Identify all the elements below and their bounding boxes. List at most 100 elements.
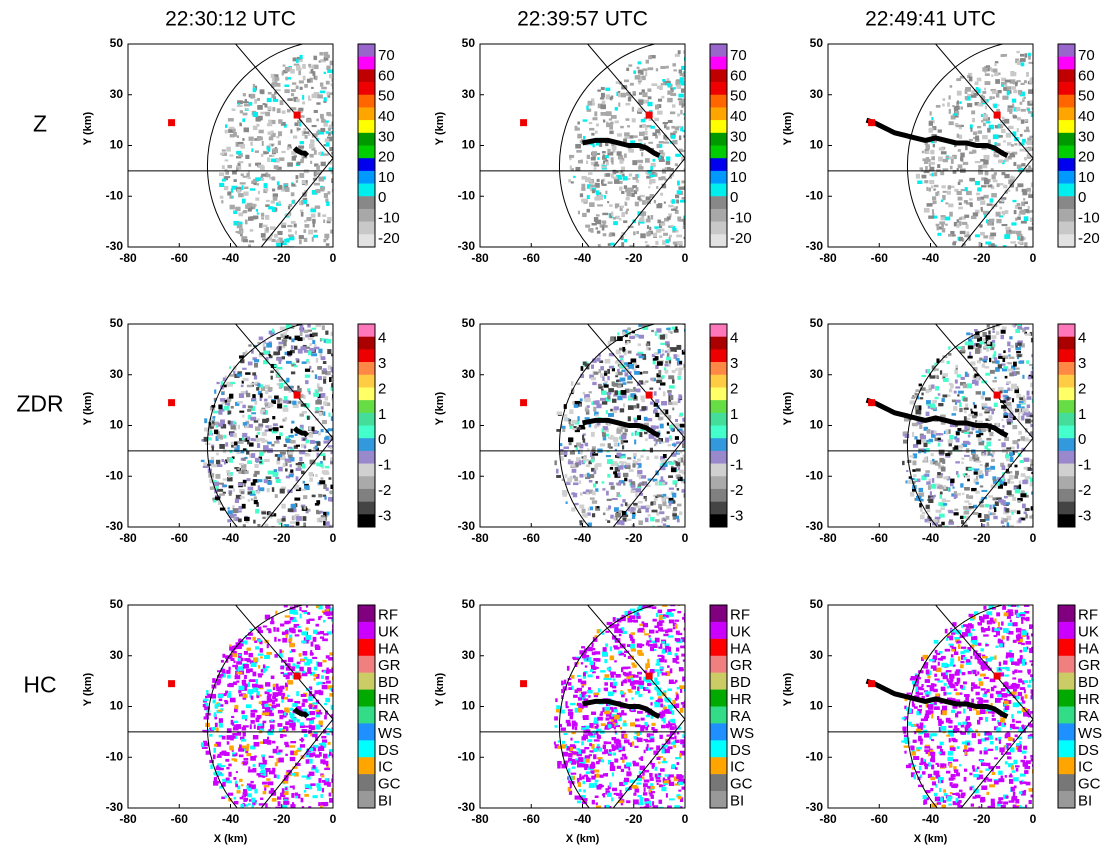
echo bbox=[653, 498, 658, 501]
echo bbox=[299, 324, 304, 329]
echo bbox=[236, 135, 240, 138]
echo bbox=[255, 208, 259, 212]
echo bbox=[304, 374, 311, 378]
echo bbox=[284, 709, 290, 713]
echo bbox=[680, 98, 685, 104]
echo bbox=[625, 102, 631, 106]
echo bbox=[329, 377, 332, 383]
echo bbox=[622, 346, 626, 352]
echo bbox=[984, 177, 988, 182]
echo bbox=[575, 143, 581, 149]
echo bbox=[311, 548, 315, 550]
echo bbox=[248, 424, 253, 428]
x-tick-label: -80 bbox=[119, 531, 137, 545]
echo bbox=[270, 132, 276, 138]
echo bbox=[996, 108, 1000, 114]
echo bbox=[296, 161, 301, 165]
echo bbox=[1007, 404, 1012, 410]
echo bbox=[992, 380, 997, 383]
echo bbox=[617, 332, 620, 336]
echo bbox=[676, 548, 680, 550]
echo bbox=[247, 787, 252, 791]
echo bbox=[925, 157, 930, 160]
echo bbox=[303, 319, 306, 323]
echo bbox=[974, 81, 979, 86]
echo bbox=[939, 494, 942, 499]
echo bbox=[650, 425, 656, 431]
echo bbox=[330, 416, 333, 421]
echo bbox=[312, 332, 318, 337]
echo bbox=[312, 636, 317, 642]
echo bbox=[326, 570, 330, 574]
echo bbox=[280, 333, 285, 339]
echo bbox=[1017, 415, 1021, 421]
echo bbox=[272, 81, 278, 86]
echo bbox=[313, 182, 320, 186]
echo bbox=[664, 543, 669, 545]
echo bbox=[235, 141, 239, 147]
echo bbox=[316, 500, 321, 505]
echo bbox=[222, 484, 228, 487]
colorbar-swatch bbox=[1058, 450, 1075, 464]
colorbar-label: 1 bbox=[730, 406, 738, 423]
echo bbox=[295, 179, 299, 183]
echo bbox=[966, 494, 969, 499]
echo bbox=[272, 148, 279, 154]
echo bbox=[323, 511, 327, 517]
echo bbox=[622, 331, 626, 336]
echo bbox=[589, 127, 595, 131]
echo bbox=[225, 442, 229, 447]
echo bbox=[620, 520, 625, 526]
echo bbox=[638, 163, 642, 169]
echo bbox=[638, 508, 641, 513]
echo bbox=[242, 211, 245, 214]
y-tick-label: 50 bbox=[810, 36, 824, 50]
echo bbox=[948, 156, 955, 160]
echo bbox=[282, 407, 289, 412]
echo bbox=[295, 274, 301, 278]
echo bbox=[977, 437, 983, 442]
echo bbox=[290, 537, 296, 540]
echo bbox=[617, 483, 622, 486]
echo bbox=[1005, 468, 1010, 474]
echo bbox=[254, 98, 258, 104]
echo bbox=[305, 548, 310, 550]
echo bbox=[948, 510, 954, 514]
echo bbox=[975, 475, 979, 480]
echo bbox=[330, 229, 333, 234]
echo bbox=[274, 233, 278, 238]
echo bbox=[1003, 140, 1006, 143]
echo bbox=[1030, 382, 1033, 388]
echo bbox=[298, 539, 302, 543]
echo bbox=[960, 157, 964, 161]
echo bbox=[244, 516, 250, 522]
echo bbox=[582, 438, 586, 443]
echo bbox=[623, 554, 626, 557]
echo bbox=[621, 242, 625, 247]
echo bbox=[261, 408, 265, 412]
echo bbox=[674, 577, 678, 582]
echo bbox=[261, 224, 268, 228]
echo bbox=[637, 483, 642, 487]
echo bbox=[601, 390, 607, 395]
echo bbox=[675, 80, 680, 86]
echo bbox=[623, 79, 629, 83]
colorbar-label: 2 bbox=[378, 380, 386, 397]
echo bbox=[991, 261, 994, 264]
echo bbox=[295, 462, 300, 466]
echo bbox=[992, 479, 997, 484]
y-tick-label: -10 bbox=[458, 468, 476, 482]
echo bbox=[984, 514, 990, 519]
echo bbox=[959, 540, 962, 544]
echo bbox=[303, 155, 308, 159]
y-tick-label: 50 bbox=[110, 36, 124, 50]
echo bbox=[276, 366, 283, 370]
echo bbox=[595, 152, 601, 155]
echo bbox=[610, 434, 614, 438]
echo bbox=[1030, 268, 1033, 273]
echo bbox=[304, 219, 307, 223]
echo bbox=[331, 69, 333, 74]
echo bbox=[953, 491, 957, 495]
echo bbox=[659, 574, 664, 577]
echo bbox=[925, 150, 930, 154]
